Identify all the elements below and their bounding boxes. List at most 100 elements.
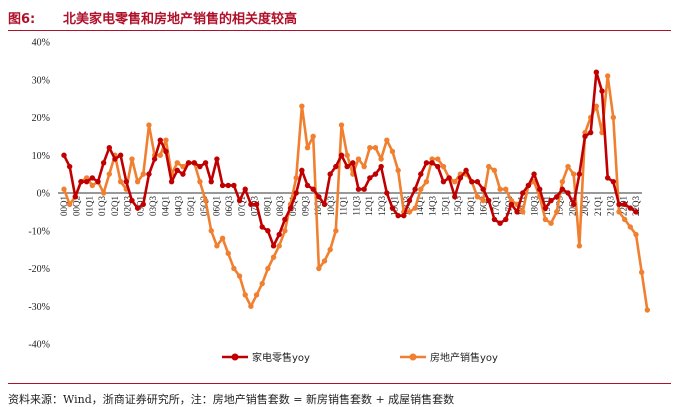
data-point: [559, 186, 566, 192]
data-point: [525, 182, 532, 189]
data-point: [146, 122, 152, 128]
x-tick-label: 18Q3: [529, 196, 539, 216]
data-point: [338, 152, 345, 158]
data-point: [503, 186, 509, 192]
data-point: [355, 186, 362, 192]
data-point: [117, 178, 124, 185]
data-point: [287, 205, 294, 211]
data-point: [61, 152, 67, 158]
x-tick-label: 20Q3: [580, 196, 590, 216]
data-point: [327, 246, 333, 253]
data-point: [474, 178, 481, 185]
x-tick-label: 02Q1: [110, 196, 120, 216]
data-point: [361, 163, 367, 170]
data-point: [168, 178, 175, 185]
x-tick-label: 21Q3: [606, 196, 616, 216]
source-note: 资料来源：Wind，浙商证券研究所，注：房地产销售套数 = 新房销售套数 + 成…: [8, 393, 455, 406]
data-point: [89, 182, 96, 189]
data-point: [474, 194, 481, 200]
data-point: [469, 178, 475, 185]
x-tick-label: 06Q3: [224, 196, 234, 216]
data-point: [497, 220, 503, 226]
data-point: [491, 216, 498, 223]
data-point: [554, 209, 560, 215]
figure-title: 北美家电零售和房地产销售的相关度较高: [63, 12, 298, 27]
x-tick-label: 16Q3: [478, 196, 488, 216]
data-point: [253, 292, 260, 298]
data-point: [270, 243, 277, 249]
data-point: [389, 148, 396, 155]
x-tick-label: 19Q3: [555, 196, 565, 216]
data-point: [435, 156, 441, 162]
x-tick-label: 08Q3: [275, 196, 285, 216]
legend-item: 房地产销售yoy: [400, 351, 498, 364]
data-point: [372, 145, 379, 151]
data-point: [457, 175, 464, 181]
data-point: [401, 212, 407, 219]
data-point: [389, 205, 396, 211]
x-tick-label: 01Q1: [84, 196, 94, 216]
data-point: [157, 152, 163, 158]
data-point: [486, 197, 492, 204]
data-point: [621, 201, 628, 208]
x-tick-label: 16Q1: [466, 196, 476, 216]
data-point: [185, 160, 192, 166]
data-point: [571, 201, 577, 208]
data-point: [265, 265, 271, 272]
data-point: [72, 194, 79, 200]
data-point: [259, 224, 265, 230]
series-appliance-retail: [61, 69, 639, 249]
data-point: [395, 167, 401, 174]
data-point: [395, 212, 401, 219]
data-point: [214, 243, 220, 249]
data-point: [236, 273, 243, 279]
x-tick-label: 18Q1: [517, 196, 527, 216]
data-point: [344, 152, 350, 158]
line-chart: 40%30%20%10%0%-10%-20%-30%-40% 00Q1 00Q2 0…: [28, 38, 651, 364]
data-point: [514, 209, 520, 215]
x-tick-label: 15Q3: [453, 196, 463, 216]
data-point: [344, 163, 350, 170]
data-point: [435, 163, 441, 170]
data-point: [134, 205, 141, 211]
data-point: [270, 254, 277, 260]
data-point: [202, 160, 209, 166]
data-point: [310, 133, 316, 140]
data-point: [100, 190, 107, 196]
data-point: [537, 186, 543, 192]
data-point: [231, 182, 237, 189]
data-point: [412, 205, 418, 211]
data-point: [299, 167, 305, 174]
data-point: [276, 243, 282, 249]
data-point: [429, 160, 435, 166]
x-tick-label: 10Q3: [326, 196, 336, 216]
data-point: [633, 209, 639, 215]
data-point: [418, 171, 424, 177]
data-point: [248, 303, 254, 309]
source-note-row: 资料来源：Wind，浙商证券研究所，注：房地产销售套数 = 新房销售套数 + 成…: [8, 383, 671, 407]
legend-item: 家电零售yoy: [222, 351, 310, 364]
data-point: [576, 171, 583, 177]
data-point: [265, 228, 271, 234]
data-point: [582, 133, 588, 140]
legend-swatch-marker: [409, 353, 417, 361]
data-point: [627, 205, 634, 211]
x-tick-label: 07Q1: [237, 196, 247, 216]
x-tick-label: 04Q1: [161, 196, 171, 216]
data-point: [508, 201, 515, 208]
legend-label: 家电零售yoy: [252, 351, 310, 364]
y-tick-label: -30%: [28, 302, 50, 313]
data-point: [321, 201, 328, 208]
data-point: [66, 201, 73, 208]
x-tick-label: 06Q1: [212, 196, 222, 216]
data-point: [146, 171, 152, 177]
data-point: [406, 197, 413, 204]
data-point: [338, 122, 345, 128]
x-tick-label: 10Q1: [313, 196, 323, 216]
data-point: [66, 163, 73, 170]
figure-label: 图6:: [8, 12, 36, 27]
data-point: [100, 160, 107, 166]
data-point: [548, 197, 554, 204]
x-tick-label: 14Q1: [415, 196, 425, 216]
figure-title-row: 图6: 北美家电零售和房地产销售的相关度较高: [8, 6, 671, 31]
